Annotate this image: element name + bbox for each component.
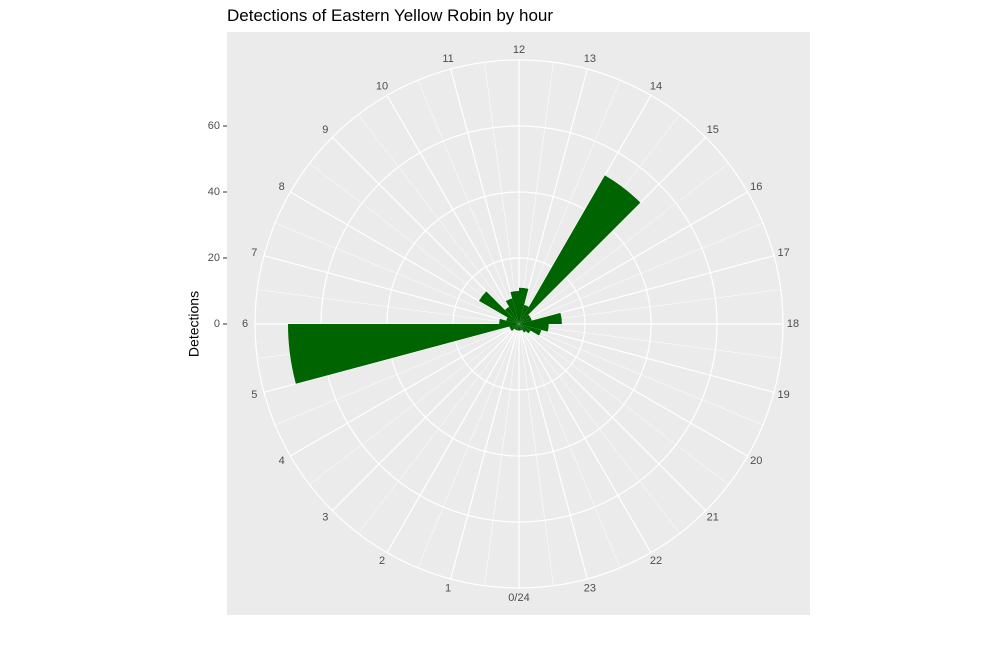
bar: [519, 324, 527, 333]
bar: [510, 291, 519, 324]
x-tick-label: 18: [787, 318, 799, 330]
y-tick-label: 60: [208, 120, 220, 132]
bar: [517, 324, 519, 331]
bar: [499, 318, 519, 324]
x-tick-label: 22: [650, 555, 662, 567]
x-tick-label: 14: [650, 81, 662, 93]
bar: [519, 175, 641, 324]
x-tick-label: 7: [251, 247, 257, 259]
x-tick-label: 8: [279, 181, 285, 193]
bar: [509, 324, 519, 329]
x-tick-label: 10: [376, 81, 388, 93]
bar: [510, 324, 519, 332]
bar: [514, 324, 519, 330]
bar: [519, 317, 532, 324]
outer-circle: [254, 59, 784, 589]
bar: [519, 287, 529, 324]
bar: [519, 324, 531, 334]
y-tick-label: 0: [214, 318, 220, 330]
y-tick-label: 40: [208, 186, 220, 198]
x-tick-label: 16: [750, 181, 762, 193]
bar: [288, 324, 519, 384]
bar: [519, 304, 529, 324]
bar: [515, 324, 519, 331]
bar: [505, 298, 519, 324]
bar: [519, 312, 562, 324]
y-tick-label: 20: [208, 252, 220, 264]
bar: [519, 324, 549, 332]
x-tick-label: 2: [379, 555, 385, 567]
bar: [519, 324, 542, 336]
x-tick-label: 9: [322, 124, 328, 136]
x-tick-label: 4: [279, 455, 285, 467]
x-tick-label: 20: [750, 455, 762, 467]
x-tick-label: 17: [778, 247, 790, 259]
x-tick-label: 3: [322, 512, 328, 524]
x-tick-label: 19: [778, 389, 790, 401]
bar: [506, 317, 519, 324]
x-tick-label: 13: [584, 53, 596, 65]
x-tick-label: 23: [584, 583, 596, 595]
x-tick-label: 11: [442, 53, 453, 65]
x-tick-label: 15: [707, 124, 719, 136]
bar: [519, 314, 531, 324]
bar: [504, 306, 519, 324]
bar: [519, 324, 523, 331]
y-axis-title: Detections: [186, 291, 202, 357]
x-tick-label: 1: [445, 583, 451, 595]
x-tick-label: 6: [242, 318, 248, 330]
x-tick-label: 12: [513, 44, 525, 56]
x-tick-label: 0/24: [508, 592, 529, 604]
bar: [519, 324, 521, 331]
x-tick-label: 5: [251, 389, 257, 401]
chart-title: Detections of Eastern Yellow Robin by ho…: [227, 6, 553, 25]
x-tick-label: 21: [707, 512, 719, 524]
bar: [478, 291, 519, 324]
